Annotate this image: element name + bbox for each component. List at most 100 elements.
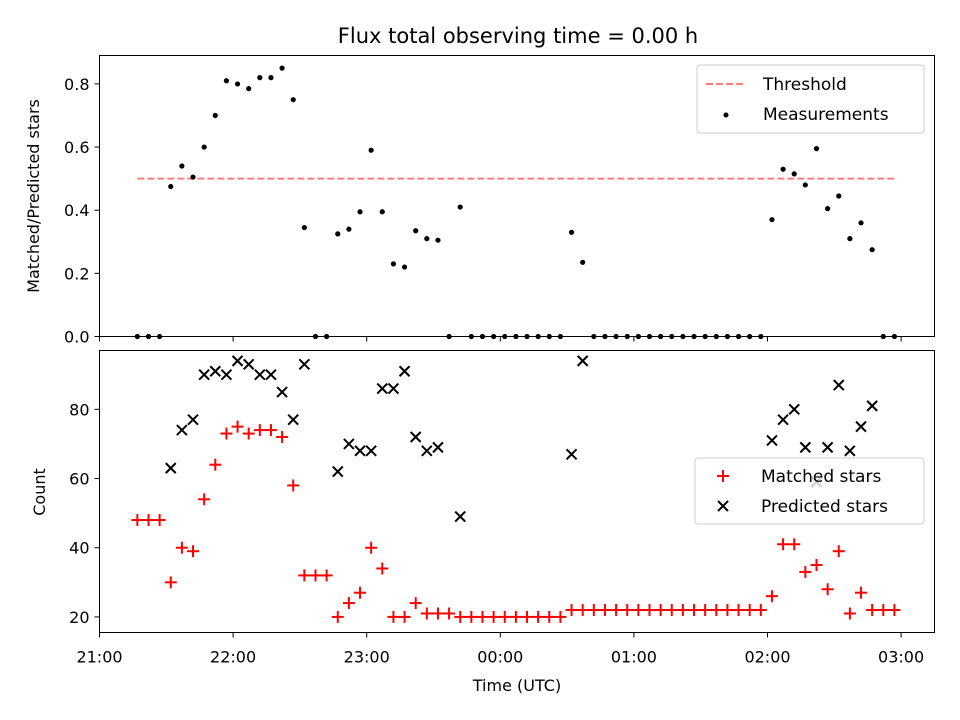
measurement-point: [858, 220, 864, 226]
measurement-point: [168, 183, 174, 190]
matched-star-point: [131, 514, 144, 527]
matched-star-point: [532, 610, 545, 623]
top-y-tick-label: 0.2: [64, 264, 89, 283]
matched-star-point: [231, 420, 244, 433]
predicted-star-point: [409, 431, 422, 443]
legend-threshold-label: Threshold: [762, 75, 847, 95]
matched-star-point: [153, 514, 166, 527]
matched-star-point: [376, 562, 389, 575]
predicted-star-point: [766, 434, 778, 447]
matched-star-point: [576, 604, 589, 617]
predicted-star-point-b: [454, 510, 466, 523]
measurement-point: [869, 247, 875, 253]
predicted-star-point-b: [409, 431, 422, 443]
predicted-star-point: [209, 365, 221, 377]
matched-star-point: [320, 569, 333, 582]
predicted-star-point: [376, 382, 388, 395]
bottom-axes-frame: [99, 350, 935, 633]
matched-star-point: [164, 576, 177, 589]
matched-star-point: [487, 610, 500, 623]
matched-star-point: [788, 538, 801, 551]
bottom-y-tick-label: 60: [69, 470, 89, 489]
matched-star-point: [643, 604, 656, 617]
predicted-star-point: [777, 413, 789, 426]
measurement-point: [457, 204, 463, 210]
predicted-star-point-b: [833, 379, 845, 391]
predicted-star-point: [365, 445, 377, 457]
top-y-tick-label: 0.0: [64, 328, 89, 347]
matched-star-point: [554, 610, 567, 623]
measurement-point: [368, 147, 374, 153]
matched-star-point: [610, 604, 623, 617]
predicted-star-point: [231, 355, 244, 367]
predicted-star-point: [788, 403, 800, 416]
matched-star-point: [220, 427, 233, 440]
predicted-star-point-b: [821, 441, 834, 454]
matched-star-point: [587, 604, 600, 617]
matched-star-point: [743, 604, 756, 617]
matched-star-point: [632, 604, 645, 617]
predicted-star-point-b: [242, 358, 255, 371]
measurement-point: [290, 97, 296, 103]
bottom-legend: Matched stars Predicted stars: [694, 457, 925, 525]
predicted-star-point: [332, 465, 344, 478]
measurement-point: [179, 163, 185, 169]
matched-star-point: [621, 604, 634, 617]
predicted-star-point-b: [187, 413, 199, 426]
predicted-star-point-b: [855, 420, 867, 433]
chart-title: Flux total observing time = 0.00 h: [338, 24, 698, 48]
predicted-star-point-b: [421, 445, 433, 457]
predicted-star-point-b: [176, 424, 188, 436]
predicted-star-point-b: [387, 382, 400, 395]
matched-star-point: [543, 610, 556, 623]
predicted-star-point-b: [298, 358, 311, 371]
measurement-point: [212, 112, 218, 119]
predicted-star-point: [421, 445, 433, 457]
matched-star-point: [654, 604, 667, 617]
predicted-star-point: [855, 420, 867, 433]
bottom-x-tick-label: 03:00: [878, 648, 924, 667]
bottom-y-tick-label: 80: [69, 400, 89, 419]
matched-star-point: [843, 607, 856, 620]
bottom-x-axis: 21:00 22:00 23:00 00:00 01:00 02:00 03:00: [76, 632, 924, 667]
predicted-star-point: [432, 441, 444, 454]
matched-star-point: [309, 569, 322, 582]
measurement-point: [301, 224, 307, 231]
matched-star-point: [175, 541, 188, 554]
predicted-star-point-b: [220, 369, 233, 381]
matched-star-point: [710, 604, 723, 617]
predicted-star-point: [833, 379, 845, 391]
matched-star-point: [443, 607, 456, 620]
matched-star-point: [765, 590, 778, 603]
top-plot-area: [134, 65, 898, 340]
measurement-point: [825, 206, 831, 212]
predicted-star-point-b: [165, 462, 177, 474]
measurement-point: [580, 259, 586, 265]
predicted-star-point-b: [332, 465, 344, 478]
matched-star-point: [509, 610, 522, 623]
predicted-star-point-b: [766, 434, 778, 447]
predicted-star-point-b: [365, 445, 377, 457]
top-y-axis-label: Matched/Predicted stars: [24, 99, 43, 293]
bottom-y-tick-label: 20: [69, 608, 89, 627]
measurement-point: [268, 75, 274, 81]
predicted-star-point: [176, 424, 188, 436]
bottom-x-axis-label: Time (UTC): [472, 676, 561, 695]
matched-star-point: [754, 604, 767, 617]
matched-star-point: [454, 610, 467, 623]
matched-star-point: [598, 604, 611, 617]
measurement-point: [780, 166, 786, 172]
top-legend: Threshold Measurements: [696, 64, 925, 134]
bottom-y-tick-label: 40: [69, 539, 89, 558]
predicted-star-point: [821, 441, 834, 454]
matched-star-point: [142, 514, 155, 527]
predicted-star-point-b: [576, 355, 589, 367]
predicted-star-point-b: [265, 369, 277, 381]
legend-predicted-label: Predicted stars: [761, 497, 888, 517]
measurement-point: [379, 209, 385, 215]
matched-star-point: [498, 610, 511, 623]
predicted-star-point: [187, 413, 199, 426]
matched-star-point: [365, 541, 378, 554]
top-y-tick-label: 0.6: [64, 138, 89, 157]
